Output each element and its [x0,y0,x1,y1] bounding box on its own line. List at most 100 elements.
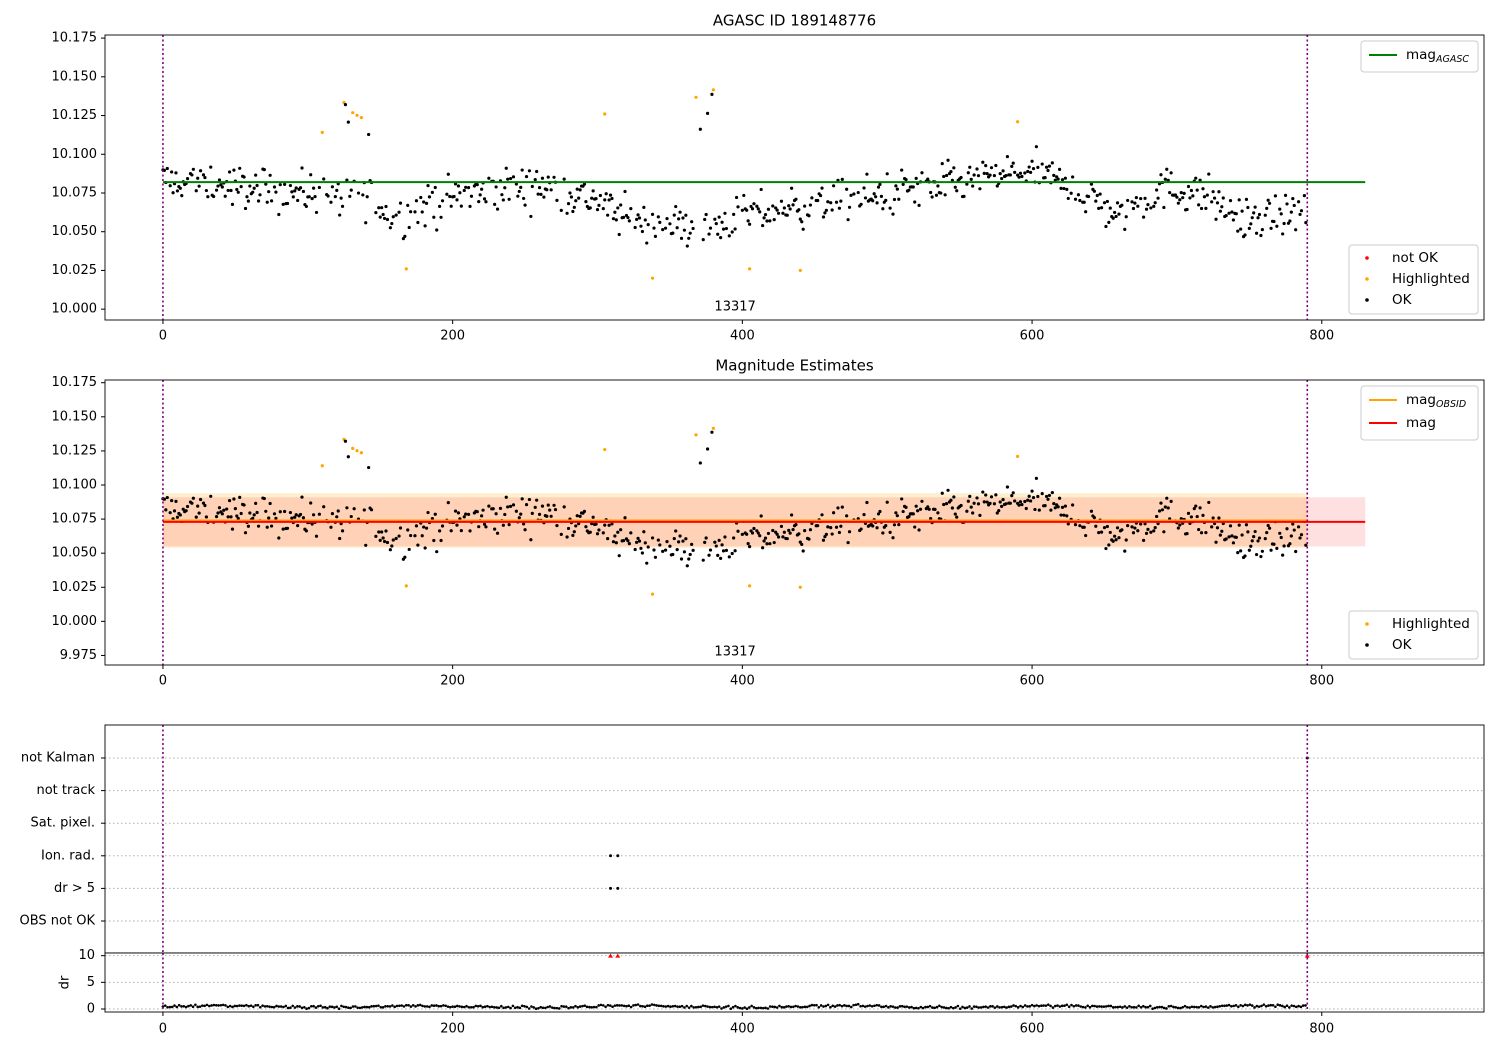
dr-point [1281,1004,1284,1008]
x-tick-label: 400 [730,1022,755,1037]
point-ok [559,532,563,536]
point-ok [1044,494,1049,499]
dr-point [423,1005,427,1008]
dr-point [298,1005,301,1008]
dr-point [358,1006,362,1010]
dr-point [518,1006,522,1010]
y-tick-label: 10.075 [52,185,98,200]
point-ok [1246,205,1250,210]
point-ok [640,551,645,555]
point-ok [608,193,613,197]
point-ok [262,496,266,501]
point-ok [1001,169,1005,173]
point-ok [1265,531,1269,535]
point-ok [736,205,740,209]
dr-point [541,1006,545,1010]
dr-point [683,1006,686,1009]
dr-point [979,1006,983,1009]
dr-point [608,1004,612,1007]
point-ok [959,175,963,180]
point-ok [1169,171,1173,175]
point-ok [449,529,453,533]
point-ok [529,538,533,542]
point-ok [998,500,1002,504]
dr-point [880,1005,883,1009]
dr-point [1012,1004,1015,1007]
point-ok [968,494,972,499]
point-ok [965,509,969,513]
dr-point [1102,1005,1106,1008]
point-highlighted [747,267,752,271]
dr-point [666,1004,670,1008]
point-ok [820,513,824,517]
point-ok [1114,214,1118,219]
y-tick-label: 10.125 [52,443,98,458]
dr-point [1030,1003,1034,1007]
dr-point [843,1004,846,1007]
point-ok [969,177,973,182]
point-ok [545,514,549,518]
point-ok [517,516,521,520]
point-ok [1092,515,1096,520]
point-ok [380,206,384,210]
point-ok [949,498,953,502]
point-ok [555,523,559,528]
dr-point [416,1004,420,1007]
point-ok [865,500,869,505]
point-ok [668,544,672,548]
dr-point [1088,1005,1092,1009]
flag-category-label: not track [36,783,95,798]
dr-point [333,1006,336,1009]
point-ok [1281,232,1285,236]
y-tick-label: 0 [87,1002,95,1017]
dr-point [537,1006,540,1010]
point-ok [785,213,789,217]
point-ok [549,514,553,518]
point-ok [876,512,881,516]
point-ok [1252,211,1256,215]
dr-point [189,1004,193,1007]
point-ok [992,502,996,506]
dr-point [182,1004,186,1008]
point-ok [1124,215,1128,219]
point-ok [885,500,889,504]
x-tick-label: 800 [1309,1022,1334,1037]
dr-point [910,1005,913,1009]
point-ok [788,531,792,535]
point-ok [430,190,434,194]
dr-point [1195,1005,1198,1009]
point-ok [656,215,660,219]
point-ok [995,184,999,188]
dr-point [1023,1004,1027,1007]
point-ok [340,529,345,533]
point-ok [433,512,437,516]
legend-lines: magAGASC [1360,40,1479,73]
dr-point [1116,1005,1120,1009]
point-ok [322,177,326,181]
point-ok [171,191,175,195]
point-ok [559,208,563,212]
dr-point [710,1005,714,1009]
dr-point [940,1005,943,1009]
point-ok [763,536,768,540]
point-ok [258,193,262,197]
point-ok [226,515,230,519]
dr-point [713,1005,716,1009]
point-ok [755,529,759,533]
dr-point [995,1005,999,1008]
point-ok [381,212,385,217]
dr-point [822,1005,825,1008]
point-ok [1107,220,1111,225]
dr-point [1114,1005,1117,1009]
point-ok [1141,538,1146,542]
dr-point [1148,1004,1152,1008]
point-ok [1136,204,1140,208]
dr-point [360,1006,364,1009]
point-ok [1049,508,1053,512]
point-ok [252,186,256,190]
point-ok [900,168,904,172]
point-ok [836,178,840,182]
point-ok [1056,177,1060,181]
point-ok [1236,229,1240,233]
